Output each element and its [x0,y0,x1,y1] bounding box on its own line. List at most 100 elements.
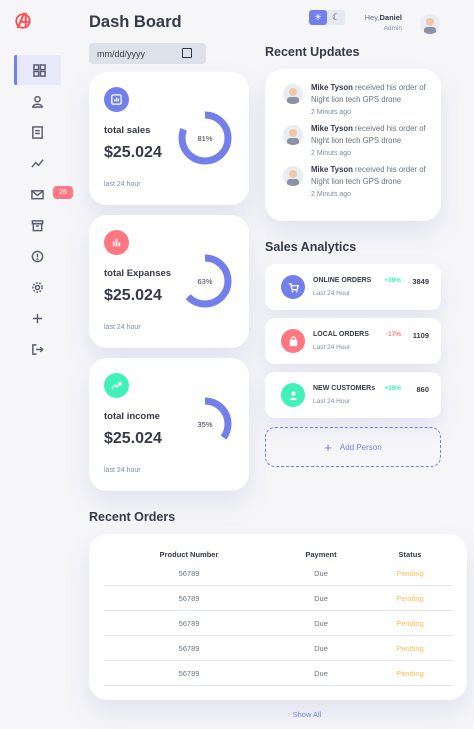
date-input[interactable]: mm/dd/yyyy [89,43,206,64]
recent-orders-table: Product Number Payment Status 56789 Due Pe… [89,534,467,700]
analytics-title: NEW CUSTOMERs [313,385,376,392]
update-message: Mike Tyson received his order of Night l… [311,82,429,119]
update-time: 2 Minuts ago [311,150,352,157]
receipt-icon [32,125,43,139]
column-header-product: Product Number [159,550,219,559]
progress-ring-label: 35% [197,419,213,429]
sidebar-item-logout[interactable] [14,334,61,364]
sales-analytics-item[interactable]: NEW CUSTOMERs Last 24 Hour +39% 860 [265,372,441,418]
table-row[interactable]: 56789 Due Pending [104,661,452,686]
settings-icon [32,281,43,293]
bar-chart-icon [104,230,129,255]
progress-ring [178,397,232,451]
sales-analytics-item[interactable]: LOCAL ORDERS Last 24 Hour -17% 1109 [265,318,441,364]
grid-icon [32,63,46,77]
update-time: 2 Minuts ago [311,109,352,116]
messages-count-badge: 26 [53,186,73,199]
insights-icon [31,158,44,168]
payment-cell: Due [314,594,328,603]
table-row[interactable]: 56789 Due Pending [104,586,452,611]
update-text: received his order of Night lion tech GP… [311,83,426,104]
show-all-link[interactable]: Show All [292,710,322,719]
moon-icon[interactable]: ☾ [331,12,341,22]
table-row[interactable]: 56789 Due Pending [104,611,452,636]
insight-card: total sales $25.024 last 24 hour 81% [89,72,249,205]
sidebar-item-products[interactable] [14,210,61,240]
sidebar-item-messages[interactable] [14,179,61,209]
mail-icon [31,189,44,199]
analytics-time: Last 24 Hour [313,344,351,351]
sidebar-item-reports[interactable] [14,241,61,271]
add-person-button[interactable]: + Add Person [265,427,441,467]
sidebar-item-dashboard[interactable] [14,55,61,85]
recent-updates-title: Recent Updates [265,45,360,59]
analytics-percent: -17% [385,331,401,338]
insight-time: last 24 hour [104,324,141,331]
insight-value: $25.024 [104,144,162,161]
sales-analytics-item[interactable]: ONLINE ORDERS Last 24 Hour +39% 3849 [265,264,441,310]
progress-ring-arc [178,397,232,451]
logout-icon [32,343,44,355]
sidebar-item-analytics[interactable] [14,148,61,178]
insight-time: last 24 hour [104,181,141,188]
sidebar-item-customers[interactable] [14,86,61,116]
status-cell: Pending [396,669,424,678]
column-header-payment: Payment [305,550,337,559]
sidebar-item-add[interactable] [14,303,61,333]
insight-title: total sales [104,125,151,136]
insight-value: $25.024 [104,287,162,304]
analytics-value: 860 [416,385,429,394]
analytics-time: Last 24 Hour [313,398,351,405]
insight-value: $25.024 [104,430,162,447]
insight-title: total Expanses [104,268,172,279]
sidebar-item-settings[interactable] [14,272,61,302]
progress-ring-arc [178,254,232,308]
progress-ring-arc [178,111,232,165]
update-text: received his order of Night lion tech GP… [311,165,426,186]
update-avatar [283,125,303,145]
column-header-status: Status [398,550,422,559]
profile-role: Admin [383,25,402,32]
analytics-percent: +39% [384,385,401,392]
product-number-cell: 56789 [178,669,200,678]
recent-orders-title: Recent Orders [89,510,176,524]
calendar-icon[interactable] [182,48,192,58]
payment-cell: Due [314,569,328,578]
progress-ring-label: 63% [197,276,213,286]
sales-analytics-title: Sales Analytics [265,240,357,254]
progress-ring-label: 81% [197,133,213,143]
profile-greeting: Hey,Daniel [364,13,402,22]
update-avatar [283,84,303,104]
shopping-bag-icon [281,329,305,353]
status-cell: Pending [396,644,424,653]
page-title: Dash Board [89,13,182,31]
update-name: Mike Tyson [311,124,353,133]
analytics-title: LOCAL ORDERS [313,331,369,338]
trending-up-icon [104,373,129,398]
product-number-cell: 56789 [178,594,200,603]
status-cell: Pending [396,594,424,603]
sidebar-item-orders[interactable] [14,117,61,147]
product-number-cell: 56789 [178,569,200,578]
analytics-icon [104,87,129,112]
table-row[interactable]: 56789 Due Pending [104,636,452,661]
inventory-icon [31,219,44,231]
insight-card: total income $25.024 last 24 hour 35% [89,358,249,491]
payment-cell: Due [314,669,328,678]
progress-ring [178,111,232,165]
payment-cell: Due [314,619,328,628]
add-icon [32,313,43,323]
analytics-value: 1109 [412,331,429,340]
insight-title: total income [104,411,160,422]
add-icon: + [324,439,332,455]
insight-card: total Expanses $25.024 last 24 hour 63% [89,215,249,348]
theme-toggle[interactable]: ☀ ☾ [309,10,345,25]
product-number-cell: 56789 [178,619,200,628]
person-icon [32,95,43,108]
update-name: Mike Tyson [311,165,353,174]
analytics-time: Last 24 Hour [313,290,351,297]
sun-icon[interactable]: ☀ [309,10,327,25]
avatar[interactable] [420,14,440,34]
table-row[interactable]: 56789 Due Pending [104,561,452,586]
avengers-logo-icon[interactable] [14,12,32,30]
